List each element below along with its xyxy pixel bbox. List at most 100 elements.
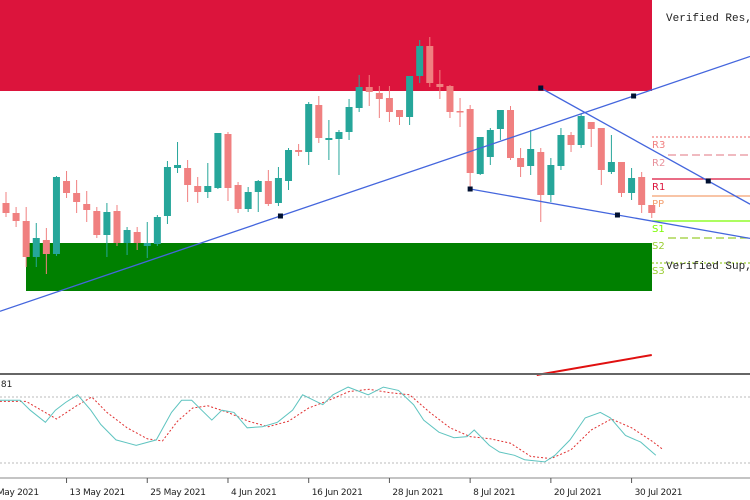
resistance-zone-label: Verified Res, — [666, 13, 750, 25]
candle-bull[interactable] — [174, 165, 182, 168]
candle-bear[interactable] — [2, 203, 10, 213]
candle-bull[interactable] — [214, 133, 222, 188]
candle-bear[interactable] — [517, 158, 525, 167]
candle-bull[interactable] — [547, 165, 555, 195]
pivot-label-s1: S1 — [652, 224, 665, 235]
candle-bull[interactable] — [204, 186, 212, 192]
candle-bull[interactable] — [163, 167, 171, 216]
pivot-label-r1: R1 — [652, 182, 665, 193]
time-tick-label: 28 Jun 2021 — [392, 488, 443, 498]
candle-bear[interactable] — [456, 111, 464, 113]
candle-bear[interactable] — [315, 105, 323, 138]
trendline-anchor-handle[interactable] — [467, 186, 473, 192]
candle-bull[interactable] — [345, 107, 353, 132]
candle-bear[interactable] — [597, 128, 605, 170]
candle-bear[interactable] — [436, 84, 444, 87]
candle-bull[interactable] — [416, 46, 424, 76]
candle-bull[interactable] — [335, 132, 343, 139]
candle-bear[interactable] — [375, 93, 383, 99]
candle-bear[interactable] — [83, 204, 91, 210]
pivot-label-s2: S2 — [652, 241, 665, 252]
trendline[interactable] — [0, 55, 750, 312]
candle-bear[interactable] — [93, 211, 101, 235]
time-tick-label: 3 May 2021 — [0, 488, 39, 498]
candle-bear[interactable] — [22, 221, 30, 257]
pivot-label-s3: S3 — [652, 266, 665, 277]
candle-bull[interactable] — [32, 238, 40, 257]
trendline-anchor-handle[interactable] — [538, 85, 544, 91]
candle-bear[interactable] — [73, 193, 81, 202]
candle-bull[interactable] — [628, 178, 636, 193]
candle-bull[interactable] — [527, 149, 535, 166]
candle-bull[interactable] — [52, 177, 60, 254]
candle-bull[interactable] — [325, 138, 333, 140]
candle-bull[interactable] — [406, 76, 414, 117]
trendline[interactable] — [540, 87, 750, 205]
red-trendline[interactable] — [536, 354, 652, 376]
time-tick-label: 30 Jul 2021 — [635, 488, 683, 498]
candle-bear[interactable] — [234, 185, 242, 209]
candle-bear[interactable] — [63, 181, 71, 193]
candle-bull[interactable] — [143, 243, 151, 246]
candle-bear[interactable] — [648, 205, 656, 213]
trendline-anchor-handle[interactable] — [705, 178, 711, 184]
time-tick-label: 8 Jul 2021 — [473, 488, 515, 498]
candle-bull[interactable] — [103, 212, 111, 235]
candle-bull[interactable] — [607, 162, 615, 172]
candle-bull[interactable] — [577, 116, 585, 145]
candle-bear[interactable] — [537, 152, 545, 195]
candle-bear[interactable] — [617, 162, 625, 193]
candle-bear[interactable] — [224, 134, 232, 188]
candle-bull[interactable] — [305, 104, 313, 152]
candle-bull[interactable] — [355, 87, 363, 108]
candle-bear[interactable] — [133, 232, 141, 243]
candle-bear[interactable] — [385, 98, 393, 112]
trendline[interactable] — [470, 188, 750, 240]
candle-bear[interactable] — [184, 168, 192, 185]
time-tick-label: 4 Jun 2021 — [231, 488, 276, 498]
candle-bear[interactable] — [264, 181, 272, 204]
resistance-zone — [0, 0, 652, 91]
pivot-label-r3: R3 — [652, 140, 665, 151]
candle-bear[interactable] — [42, 240, 50, 254]
candle-bear[interactable] — [426, 46, 434, 83]
candle-bear[interactable] — [194, 186, 202, 192]
candle-bull[interactable] — [285, 150, 293, 181]
time-tick-label: 20 Jul 2021 — [554, 488, 602, 498]
candle-bear[interactable] — [113, 211, 121, 243]
time-tick-label: 13 May 2021 — [70, 488, 125, 498]
stochastic-signal-line — [0, 388, 663, 460]
stochastic-main-line — [0, 386, 657, 463]
stochastic-label: .81 — [0, 380, 12, 390]
support-zone-label: Verified Sup, — [666, 261, 750, 273]
candle-bull[interactable] — [274, 178, 282, 203]
candle-bear[interactable] — [638, 177, 646, 205]
candle-bull[interactable] — [486, 130, 494, 157]
pivot-label-pp: PP — [652, 199, 664, 210]
candle-bear[interactable] — [12, 213, 20, 221]
pivot-label-r2: R2 — [652, 158, 665, 169]
candle-bear[interactable] — [507, 110, 514, 158]
candle-bear[interactable] — [446, 86, 454, 112]
candle-bear[interactable] — [396, 110, 404, 117]
support-zone — [26, 243, 652, 291]
candle-bear[interactable] — [466, 109, 474, 173]
candle-bull[interactable] — [153, 217, 161, 244]
candle-bull[interactable] — [476, 137, 484, 174]
candle-bear[interactable] — [567, 135, 575, 145]
candle-bull[interactable] — [496, 110, 504, 129]
candle-bear[interactable] — [365, 87, 373, 92]
time-tick-label: 16 Jun 2021 — [312, 488, 363, 498]
candle-bull[interactable] — [123, 230, 131, 243]
candle-bull[interactable] — [557, 135, 565, 166]
trendline-anchor-handle[interactable] — [614, 212, 620, 218]
candle-bear[interactable] — [587, 122, 595, 129]
candle-bear[interactable] — [295, 150, 303, 152]
time-tick-label: 25 May 2021 — [150, 488, 205, 498]
candle-bull[interactable] — [254, 181, 262, 192]
trendline-anchor-handle[interactable] — [631, 93, 637, 99]
candle-bull[interactable] — [244, 192, 252, 209]
trendline-anchor-handle[interactable] — [277, 213, 283, 219]
